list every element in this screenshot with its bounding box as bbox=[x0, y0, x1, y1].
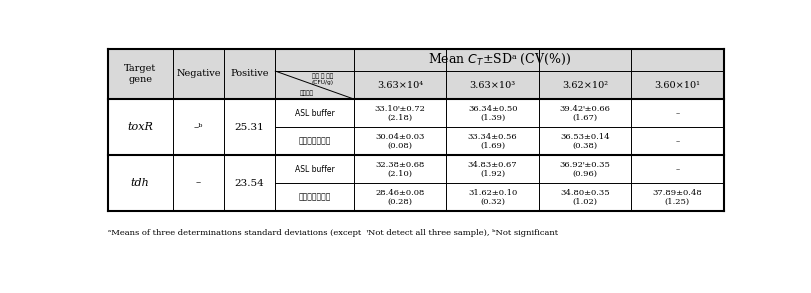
Text: 31.62±0.10
(0.32): 31.62±0.10 (0.32) bbox=[468, 188, 517, 206]
Text: Target
gene: Target gene bbox=[124, 64, 157, 84]
Text: –: – bbox=[195, 179, 201, 188]
Text: 36.53±0.14
(0.38): 36.53±0.14 (0.38) bbox=[560, 132, 610, 150]
Text: 3.62×10²: 3.62×10² bbox=[562, 81, 608, 90]
Text: 34.83±0.67
(1.92): 34.83±0.67 (1.92) bbox=[468, 161, 517, 178]
Text: 멸균생리식염수: 멸균생리식염수 bbox=[298, 137, 331, 146]
Text: 33.10ᵎ±0.72
(2.18): 33.10ᵎ±0.72 (2.18) bbox=[375, 105, 426, 122]
Text: tdh: tdh bbox=[131, 178, 149, 188]
Text: toxR: toxR bbox=[127, 122, 153, 132]
Text: 3.63×10³: 3.63×10³ bbox=[470, 81, 516, 90]
Text: 33.34±0.56
(1.69): 33.34±0.56 (1.69) bbox=[468, 132, 517, 150]
Text: –: – bbox=[676, 165, 680, 173]
Text: ᵃMeans of three determinations standard deviations (except  ᵎNot detect all thre: ᵃMeans of three determinations standard … bbox=[108, 229, 558, 237]
Text: 34.80±0.35
(1.02): 34.80±0.35 (1.02) bbox=[560, 188, 610, 206]
Text: 28.46±0.08
(0.28): 28.46±0.08 (0.28) bbox=[375, 188, 425, 206]
Text: 멸균생리식염수: 멸균생리식염수 bbox=[298, 193, 331, 202]
Text: 39.42ᵎ±0.66
(1.67): 39.42ᵎ±0.66 (1.67) bbox=[560, 105, 611, 122]
Text: 25.31: 25.31 bbox=[235, 122, 264, 132]
Text: –: – bbox=[676, 109, 680, 117]
Text: 37.89±0.48
(1.25): 37.89±0.48 (1.25) bbox=[653, 188, 702, 206]
Text: 23.54: 23.54 bbox=[235, 179, 264, 188]
Text: 3.63×10⁴: 3.63×10⁴ bbox=[377, 81, 423, 90]
Text: ASL buffer: ASL buffer bbox=[295, 165, 335, 174]
Text: 32.38±0.68
(2.10): 32.38±0.68 (2.10) bbox=[375, 161, 425, 178]
Text: –ᵇ: –ᵇ bbox=[194, 122, 203, 132]
Text: 36.92ᵎ±0.35
(0.96): 36.92ᵎ±0.35 (0.96) bbox=[560, 161, 611, 178]
Text: 36.34±0.50
(1.39): 36.34±0.50 (1.39) bbox=[468, 105, 517, 122]
Text: Negative: Negative bbox=[176, 69, 221, 79]
Text: 희식용액: 희식용액 bbox=[299, 90, 314, 96]
Text: 3.60×10¹: 3.60×10¹ bbox=[654, 81, 701, 90]
Text: ASL buffer: ASL buffer bbox=[295, 109, 335, 117]
Text: 30.04±0.03
(0.08): 30.04±0.03 (0.08) bbox=[375, 132, 425, 150]
Text: –: – bbox=[676, 137, 680, 145]
Text: 검종 균 농도
(CFU/g): 검종 균 농도 (CFU/g) bbox=[311, 74, 334, 85]
Text: Positive: Positive bbox=[230, 69, 269, 79]
Text: Mean $\mathit{C_T}$±SDᵃ (CV(%)): Mean $\mathit{C_T}$±SDᵃ (CV(%)) bbox=[428, 52, 571, 67]
